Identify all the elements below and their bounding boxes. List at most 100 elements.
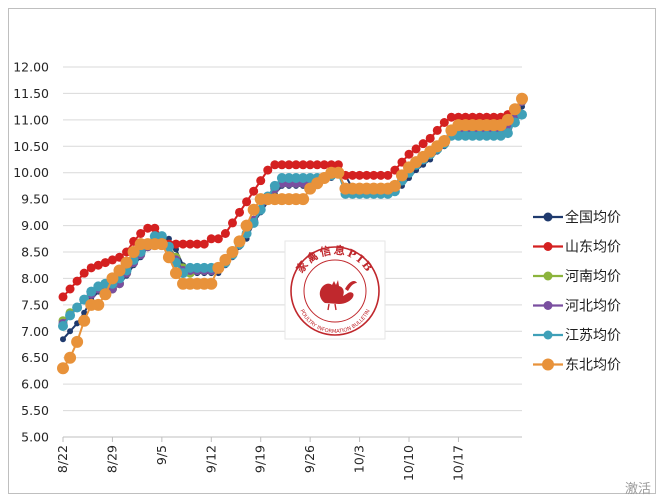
data-point <box>383 170 393 180</box>
y-tick-label: 11.50 <box>13 86 49 101</box>
data-point <box>418 139 428 149</box>
x-tick-label: 9/5 <box>154 445 169 465</box>
seal-inner-ring <box>303 259 367 323</box>
legend-label: 全国均价 <box>565 209 621 226</box>
line-chart: 12.00 11.50 11.00 10.50 10.00 9.50 9.00 8.50 8.0… <box>13 60 621 482</box>
data-point <box>247 203 260 216</box>
data-point <box>355 170 365 180</box>
watermark-logo: 家禽信息PIB POULTRY INFORMATION BULLETIN <box>284 240 386 340</box>
data-point <box>362 170 372 180</box>
data-point <box>411 144 421 154</box>
y-tick-label: 7.50 <box>21 297 49 312</box>
data-point <box>235 207 245 217</box>
y-tick-label: 6.50 <box>21 350 49 365</box>
data-point <box>92 298 105 311</box>
y-tick-label: 6.00 <box>21 377 49 392</box>
data-point <box>57 362 69 375</box>
data-point <box>263 165 273 175</box>
data-point <box>404 149 414 159</box>
data-point <box>78 314 91 327</box>
legend-marker <box>543 271 553 281</box>
data-point <box>192 239 202 249</box>
data-point <box>369 170 379 180</box>
data-point <box>58 321 68 331</box>
data-point <box>65 284 75 294</box>
data-point <box>199 262 210 273</box>
legend-marker <box>543 212 553 222</box>
data-point <box>212 261 225 274</box>
data-point <box>169 267 182 280</box>
legend-label: 河南均价 <box>565 269 621 285</box>
data-point <box>432 125 442 135</box>
data-point <box>474 130 485 141</box>
data-point <box>72 302 83 313</box>
data-point <box>312 160 322 170</box>
seal-outer-ring <box>290 246 380 336</box>
data-point <box>185 262 196 273</box>
data-point <box>58 292 68 302</box>
legend-label: 东北均价 <box>565 358 621 374</box>
data-point <box>439 118 449 127</box>
data-point <box>150 223 160 233</box>
data-point <box>107 255 117 265</box>
x-tick-label: 9/12 <box>203 445 218 473</box>
data-point <box>291 173 302 183</box>
y-tick-label: 11.00 <box>13 112 49 127</box>
data-point <box>249 186 259 196</box>
x-tick-label: 10/3 <box>352 445 367 473</box>
data-point <box>143 223 153 233</box>
y-tick-label: 10.00 <box>13 165 49 180</box>
data-point <box>99 288 112 301</box>
data-point <box>467 130 478 141</box>
corner-watermark-text: 激活 <box>624 482 651 497</box>
data-point <box>332 166 345 179</box>
legend-item: 河南均价 <box>533 269 621 285</box>
data-point <box>298 160 308 170</box>
y-tick-label: 5.50 <box>21 403 49 418</box>
data-point <box>206 234 216 244</box>
legend-marker <box>543 242 553 251</box>
data-point <box>86 286 97 297</box>
data-point <box>305 160 315 170</box>
data-point <box>199 239 209 249</box>
legend-item: 江苏均价 <box>533 328 621 344</box>
data-point <box>269 180 280 191</box>
legend-label: 江苏均价 <box>565 328 621 344</box>
data-point <box>291 160 301 170</box>
x-tick-label: 8/29 <box>104 445 119 473</box>
data-point <box>446 112 456 122</box>
data-point <box>72 276 82 286</box>
data-point <box>348 170 358 180</box>
data-point <box>233 235 246 248</box>
series-6 <box>57 92 528 375</box>
data-point <box>120 256 133 269</box>
data-point <box>326 160 336 170</box>
x-tick-label: 10/10 <box>401 445 416 481</box>
x-tick-label: 8/22 <box>55 445 70 473</box>
data-point <box>388 179 401 192</box>
data-point <box>185 239 195 249</box>
data-point <box>65 310 76 321</box>
data-point <box>192 262 203 273</box>
data-point <box>67 328 74 335</box>
data-point <box>481 130 492 141</box>
x-tick-label: 10/17 <box>450 445 465 481</box>
data-point <box>60 336 66 343</box>
data-point <box>468 112 478 122</box>
data-point <box>64 351 77 364</box>
y-axis-ticks: 12.00 11.50 11.00 10.50 10.00 9.50 9.00 8.50 8.0… <box>13 60 49 445</box>
data-point <box>453 112 463 122</box>
data-point <box>100 258 110 268</box>
data-point <box>270 160 280 170</box>
data-point <box>501 113 514 126</box>
data-point <box>277 160 287 170</box>
y-tick-label: 9.50 <box>21 192 49 207</box>
data-point <box>298 173 309 183</box>
data-point <box>475 112 485 122</box>
data-point <box>283 173 294 183</box>
data-point <box>240 219 253 232</box>
data-point <box>276 173 287 183</box>
data-point <box>93 260 103 270</box>
data-point <box>113 264 126 277</box>
